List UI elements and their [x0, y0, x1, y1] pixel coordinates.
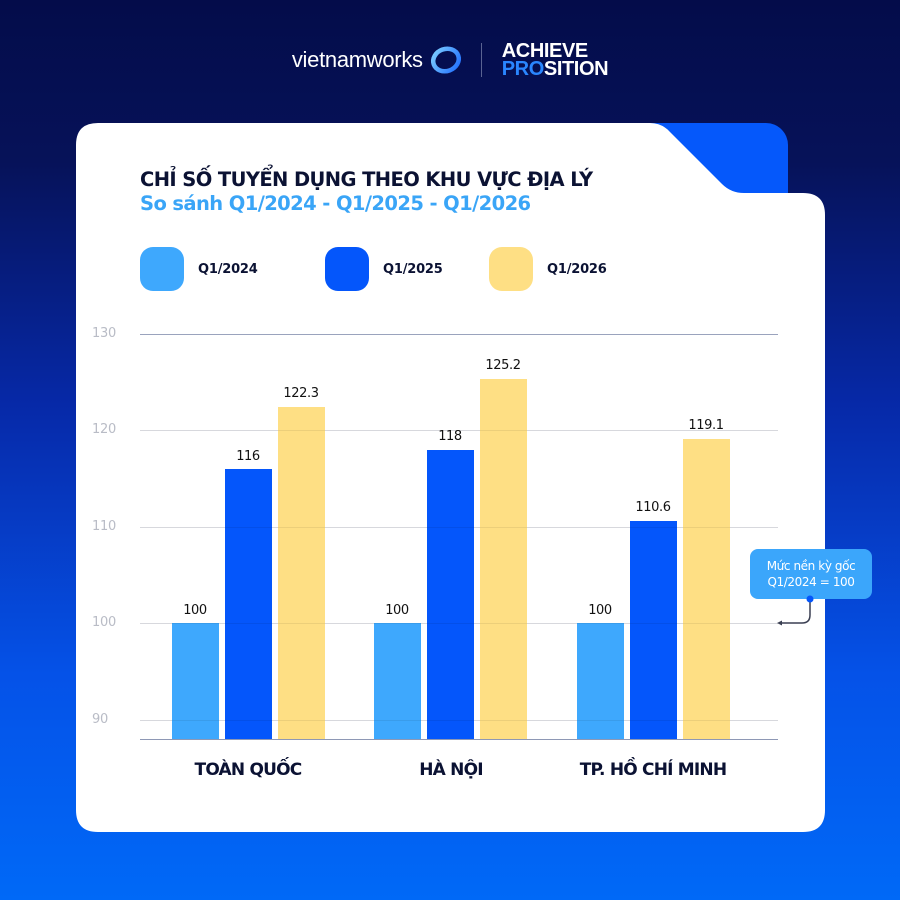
chart-subtitle: So sánh Q1/2024 - Q1/2025 - Q1/2026 — [140, 192, 531, 215]
category-label-toan-quoc: TOÀN QUỐC — [194, 760, 303, 780]
legend-item-q1-2026: Q1/2026 — [489, 247, 607, 291]
bar-value-label: 100 — [588, 603, 612, 618]
legend-label: Q1/2024 — [198, 261, 258, 277]
category-label-ha-noi: HÀ NỘI — [419, 760, 483, 780]
gridline-130 — [140, 334, 778, 335]
vietnamworks-wordmark: vietnamworks — [291, 47, 423, 72]
bar-value-label: 118 — [438, 429, 462, 444]
bar-value-label: 116 — [236, 449, 260, 464]
bar-toan-quoc-q1-2025 — [225, 469, 272, 739]
legend-swatch-q1-2026 — [489, 247, 533, 291]
prosition-accent: PRO — [501, 58, 545, 80]
legend-item-q1-2025: Q1/2025 — [325, 247, 443, 291]
vietnamworks-logo: vietnamworks — [292, 45, 463, 75]
brand-header: vietnamworks ACHIEVE PROSITION — [0, 36, 900, 84]
bar-hcm-q1-2026 — [683, 439, 730, 739]
y-tick-90: 90 — [92, 712, 108, 727]
bar-ha-noi-q1-2025 — [427, 450, 474, 739]
bar-ha-noi-q1-2024 — [374, 623, 421, 739]
bar-value-label: 110.6 — [635, 500, 671, 515]
bar-value-label: 122.3 — [283, 386, 319, 401]
prosition-rest: SITION — [543, 58, 609, 80]
vietnamworks-ring-icon — [430, 46, 461, 74]
bar-hcm-q1-2025 — [630, 521, 677, 739]
x-axis-baseline — [140, 739, 778, 740]
y-tick-100: 100 — [92, 615, 116, 630]
bar-value-label: 125.2 — [485, 358, 521, 373]
bar-toan-quoc-q1-2026 — [278, 407, 325, 739]
legend-item-q1-2024: Q1/2024 — [140, 247, 258, 291]
bar-value-label: 100 — [183, 603, 207, 618]
annotation-line1: Mức nền kỳ gốc — [766, 559, 856, 573]
y-tick-130: 130 — [92, 326, 116, 341]
legend-label: Q1/2026 — [547, 261, 607, 277]
legend-swatch-q1-2025 — [325, 247, 369, 291]
gridline-120 — [140, 430, 778, 431]
legend-label: Q1/2025 — [383, 261, 443, 277]
bar-value-label: 119.1 — [688, 418, 724, 433]
y-tick-110: 110 — [92, 519, 116, 534]
bar-value-label: 100 — [385, 603, 409, 618]
chart-title: CHỈ SỐ TUYỂN DỤNG THEO KHU VỰC ĐỊA LÝ — [140, 168, 593, 191]
annotation-line2: Q1/2024 = 100 — [767, 575, 855, 589]
bar-toan-quoc-q1-2024 — [172, 623, 219, 739]
bar-ha-noi-q1-2026 — [480, 379, 527, 739]
header-divider — [480, 43, 482, 77]
achieve-text: ACHIEVE — [501, 40, 589, 62]
achieve-prosition-logo: ACHIEVE PROSITION — [501, 40, 609, 80]
bar-hcm-q1-2024 — [577, 623, 624, 739]
prosition-text: PROSITION — [501, 58, 609, 80]
baseline-annotation-callout: Mức nền kỳ gốc Q1/2024 = 100 — [750, 549, 872, 599]
category-label-hcm: TP. HỒ CHÍ MINH — [579, 760, 727, 780]
y-tick-120: 120 — [92, 422, 116, 437]
legend-swatch-q1-2024 — [140, 247, 184, 291]
